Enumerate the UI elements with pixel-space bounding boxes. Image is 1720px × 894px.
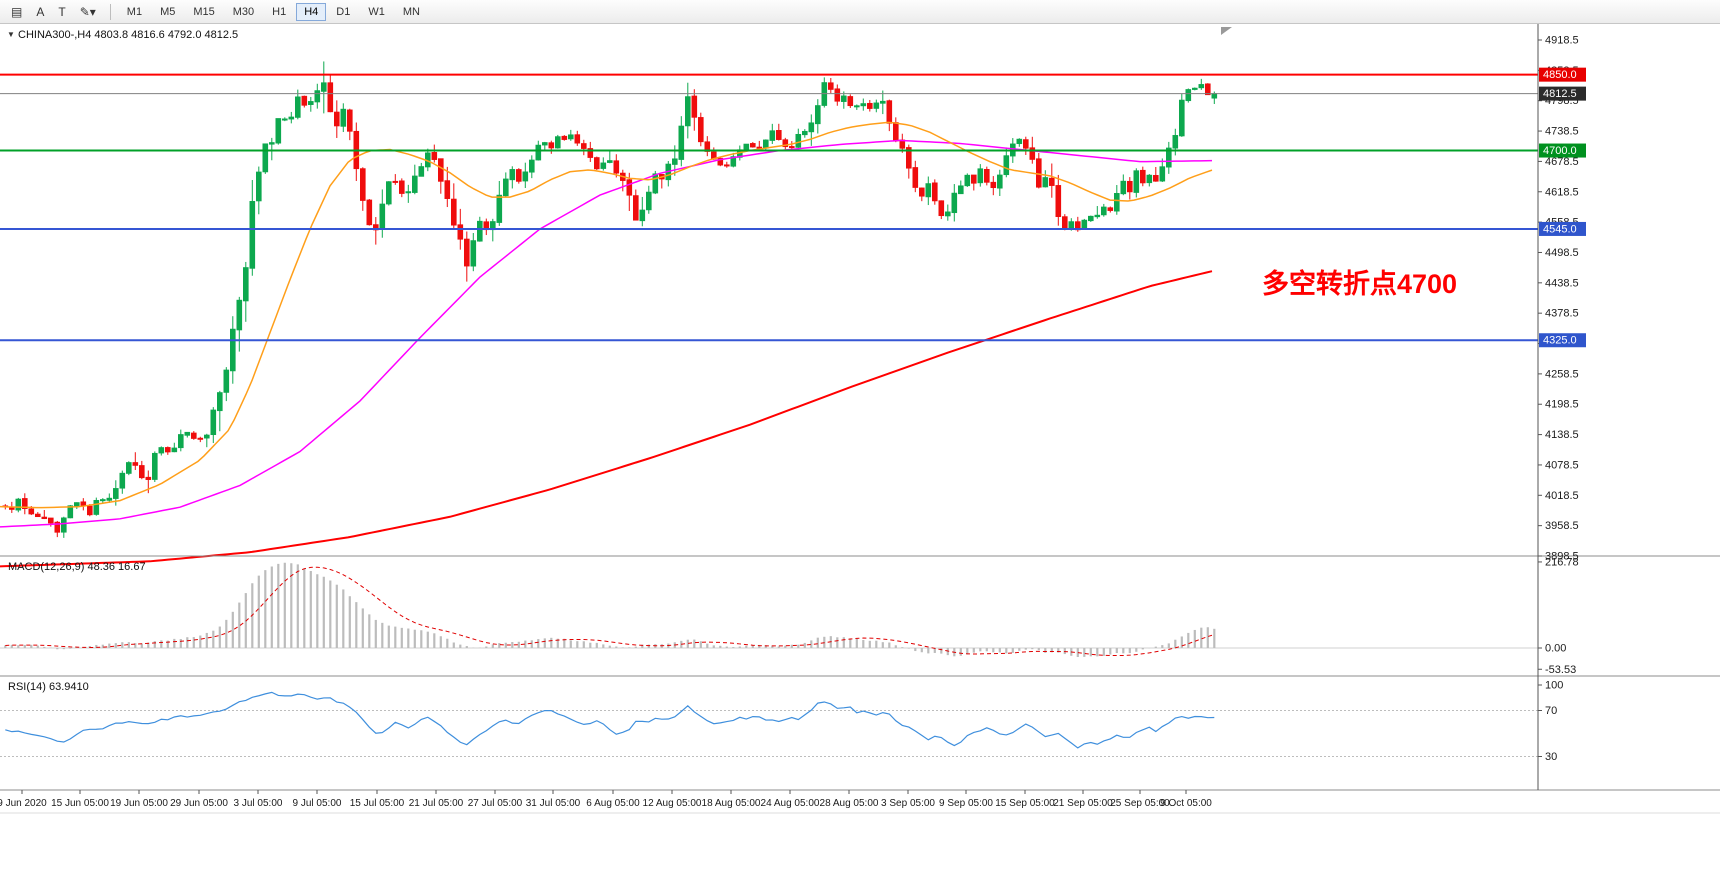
toolbar: ▤ A T ✎▾ M1 M5 M15 M30 H1 H4 D1 W1 MN <box>0 0 1720 24</box>
price-badge <box>1539 333 1586 348</box>
price-badge-label: 4325.0 <box>1543 335 1577 347</box>
chart-area[interactable]: 4918.54858.54798.54738.54678.54618.54558… <box>0 24 1720 894</box>
timeframe-button-group: M1 M5 M15 M30 H1 H4 D1 W1 MN <box>118 2 429 21</box>
drawing-tools-icon[interactable]: ✎▾ <box>79 4 96 19</box>
price-scale-label: 4078.5 <box>1545 459 1579 471</box>
macd-scale-label: 216.78 <box>1545 556 1579 568</box>
time-axis[interactable]: 9 Jun 2020 15 Jun 05:00 19 Jun 05:00 29 Jun… <box>0 790 1212 809</box>
time-axis-label: 21 Sep 05:00 <box>1053 798 1113 809</box>
price-scale-label: 4018.5 <box>1545 490 1579 502</box>
time-axis-label: 9 Sep 05:00 <box>939 798 993 809</box>
time-axis-label: 15 Sep 05:00 <box>995 798 1055 809</box>
symbol-info: CHINA300-,H4 4803.8 4816.6 4792.0 4812.5 <box>18 29 238 41</box>
ma-mid-line <box>0 139 1213 528</box>
time-axis-label: 28 Aug 05:00 <box>820 798 879 809</box>
price-scale-label: 4618.5 <box>1545 186 1579 198</box>
rsi-label: RSI(14) 63.9410 <box>8 681 89 693</box>
rsi-line <box>5 691 1215 749</box>
time-axis-label: 19 Jun 05:00 <box>110 798 168 809</box>
time-axis-label: 3 Jul 05:00 <box>234 798 283 809</box>
ma-slow-line <box>0 270 1213 568</box>
macd-scale-label: -53.53 <box>1545 664 1576 676</box>
text-tool-icon[interactable]: T <box>58 4 66 19</box>
toolbar-separator <box>109 3 111 20</box>
price-badge <box>1539 143 1586 158</box>
time-axis-label: 12 Aug 05:00 <box>643 798 702 809</box>
time-axis-label: 9 Jul 05:00 <box>293 798 342 809</box>
time-axis-label: 6 Aug 05:00 <box>586 798 640 809</box>
ma-fast-line <box>0 121 1213 509</box>
rsi-scale-label: 100 <box>1545 680 1563 692</box>
tool-button-group: ▤ A T ✎▾ <box>4 2 103 22</box>
time-axis-label: 24 Aug 05:00 <box>761 798 820 809</box>
macd-histogram <box>4 562 1216 657</box>
price-badge-label: 4812.5 <box>1543 88 1577 100</box>
time-axis-label: 9 Oct 05:00 <box>1160 798 1212 809</box>
time-axis-label: 3 Sep 05:00 <box>881 798 935 809</box>
price-axis[interactable]: 4918.54858.54798.54738.54678.54618.54558… <box>1538 35 1586 764</box>
chart-list-icon[interactable]: ▤ <box>11 4 23 19</box>
price-badge <box>1539 86 1586 101</box>
timeframe-d1[interactable]: D1 <box>336 5 351 18</box>
candlestick-series[interactable] <box>2 61 1218 538</box>
timeframe-m1[interactable]: M1 <box>126 5 143 18</box>
price-scale-label: 4198.5 <box>1545 399 1579 411</box>
timeframe-m5[interactable]: M5 <box>160 5 176 18</box>
timeframe-w1[interactable]: W1 <box>368 5 385 18</box>
rsi-scale-label: 70 <box>1545 705 1557 717</box>
time-axis-label: 9 Jun 2020 <box>0 798 47 809</box>
time-axis-label: 25 Sep 05:00 <box>1110 798 1170 809</box>
timeframe-m15[interactable]: M15 <box>193 5 215 18</box>
price-scale-label: 4438.5 <box>1545 277 1579 289</box>
price-scale-label: 4498.5 <box>1545 247 1579 259</box>
macd-label: MACD(12,26,9) 48.36 16.67 <box>8 561 146 573</box>
rsi-scale-label: 30 <box>1545 751 1557 763</box>
price-badge-label: 4545.0 <box>1543 223 1577 235</box>
symbol-collapse-icon[interactable]: ▼ <box>7 30 15 39</box>
timeframe-m30[interactable]: M30 <box>232 5 255 18</box>
text-annotation-icon[interactable]: A <box>36 4 45 19</box>
price-scale-label: 4378.5 <box>1545 308 1579 320</box>
price-scale-label: 4678.5 <box>1545 156 1579 168</box>
timeframe-h4[interactable]: H4 <box>296 2 327 21</box>
time-axis-label: 31 Jul 05:00 <box>526 798 581 809</box>
time-axis-label: 15 Jul 05:00 <box>350 798 405 809</box>
timeframe-h1[interactable]: H1 <box>272 5 287 18</box>
price-badge <box>1539 67 1586 82</box>
price-scale-label: 4918.5 <box>1545 35 1579 47</box>
price-badge-label: 4700.0 <box>1543 145 1577 157</box>
price-scale-label: 4258.5 <box>1545 368 1579 380</box>
timeframe-mn[interactable]: MN <box>402 5 420 18</box>
time-axis-label: 18 Aug 05:00 <box>702 798 761 809</box>
price-scale-label: 3898.5 <box>1545 550 1579 562</box>
price-scale-label: 4138.5 <box>1545 429 1579 441</box>
time-axis-label: 27 Jul 05:00 <box>468 798 523 809</box>
time-axis-label: 21 Jul 05:00 <box>409 798 464 809</box>
macd-scale-label: 0.00 <box>1545 643 1566 655</box>
price-scale-label: 4738.5 <box>1545 126 1579 138</box>
chart-shift-marker[interactable] <box>1221 27 1232 35</box>
price-badge <box>1539 221 1586 236</box>
time-axis-label: 29 Jun 05:00 <box>170 798 228 809</box>
price-badge-label: 4850.0 <box>1543 69 1577 81</box>
price-scale-label: 3958.5 <box>1545 520 1579 532</box>
annotation-text: 多空转折点4700 <box>1262 268 1457 299</box>
time-axis-label: 15 Jun 05:00 <box>51 798 109 809</box>
